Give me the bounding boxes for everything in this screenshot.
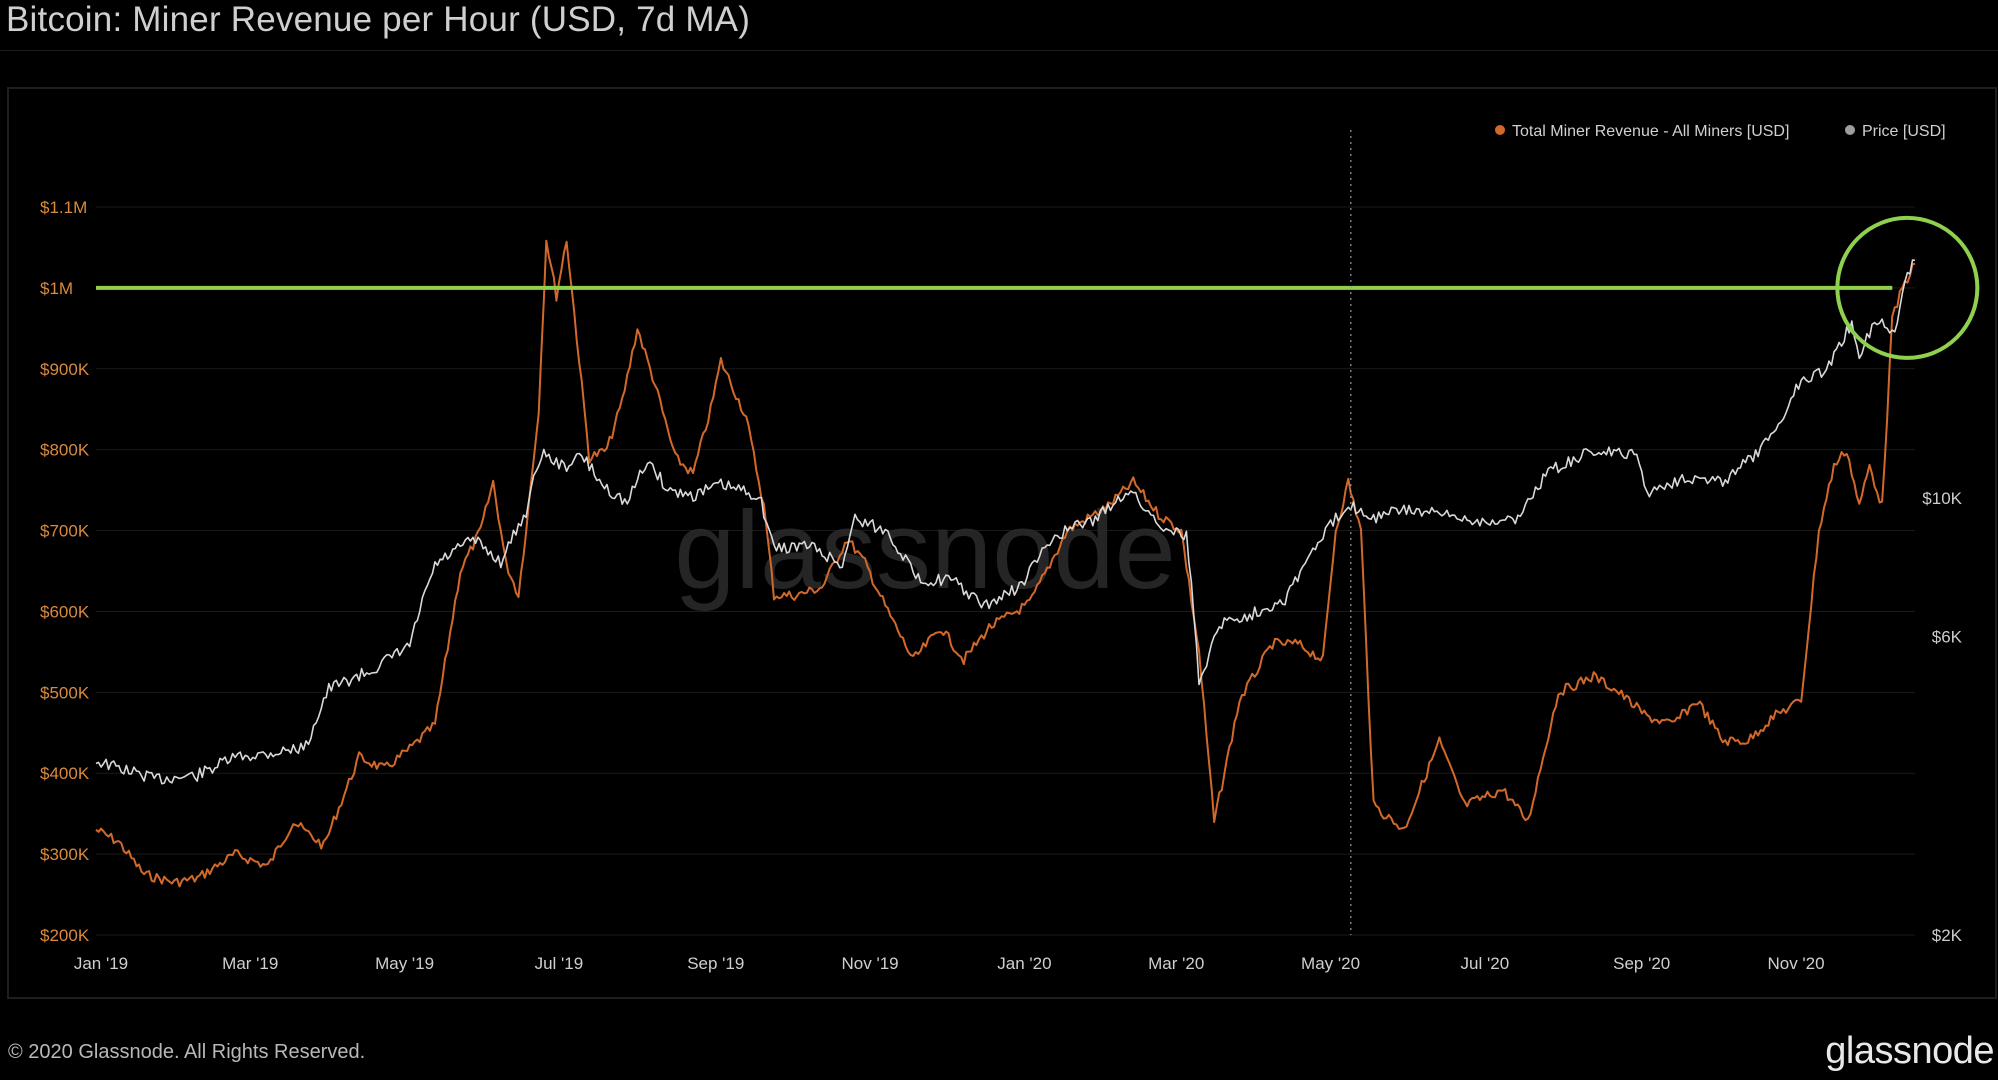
y-left-tick-label: $400K — [40, 764, 90, 783]
legend-item-revenue[interactable]: Total Miner Revenue - All Miners [USD] — [1495, 123, 1789, 140]
x-tick-label: Nov '19 — [842, 954, 899, 973]
highlight-circle — [1835, 215, 1980, 360]
y-left-tick-label: $600K — [40, 602, 90, 621]
y-right-tick-label: $6K — [1932, 628, 1963, 647]
watermark: glassnode — [674, 489, 1176, 612]
brand-logo[interactable]: glassnode — [1825, 1030, 1994, 1072]
x-tick-label: Jul '19 — [535, 954, 584, 973]
x-tick-label: May '19 — [375, 954, 434, 973]
x-tick-label: Jul '20 — [1461, 954, 1510, 973]
legend-label: Total Miner Revenue - All Miners [USD] — [1512, 123, 1789, 140]
y-right-tick-label: $2K — [1932, 926, 1963, 945]
y-left-tick-label: $200K — [40, 926, 90, 945]
price-series-line[interactable] — [95, 259, 1916, 785]
copyright-text: © 2020 Glassnode. All Rights Reserved. — [8, 1041, 366, 1063]
y-axis-left: $200K $300K $400K $500K $600K $700K $800K $900K… — [40, 198, 90, 945]
y-left-tick-label: $700K — [40, 522, 90, 541]
x-tick-label: Mar '20 — [1148, 954, 1204, 973]
x-tick-label: Mar '19 — [222, 954, 278, 973]
legend-label: Price [USD] — [1862, 123, 1946, 140]
x-tick-label: Sep '19 — [687, 954, 744, 973]
chart-title: Bitcoin: Miner Revenue per Hour (USD, 7d… — [6, 0, 751, 39]
title-divider — [0, 50, 1998, 51]
plot-border — [7, 87, 1997, 999]
x-tick-label: Jan '20 — [997, 954, 1051, 973]
y-left-tick-label: $1M — [40, 279, 73, 298]
legend-marker — [1845, 125, 1855, 135]
y-right-tick-label: $10K — [1922, 489, 1962, 508]
y-left-tick-label: $900K — [40, 360, 90, 379]
y-left-tick-label: $1.1M — [40, 198, 87, 217]
x-tick-label: Nov '20 — [1767, 954, 1824, 973]
x-tick-label: Sep '20 — [1613, 954, 1670, 973]
legend-item-price[interactable]: Price [USD] — [1845, 123, 1946, 140]
legend-marker — [1495, 125, 1505, 135]
annotation-layer — [96, 130, 1980, 935]
legend[interactable]: Total Miner Revenue - All Miners [USD] Pr… — [1495, 123, 1946, 140]
y-axis-right: $2K $6K $10K — [1922, 489, 1962, 945]
y-left-tick-label: $800K — [40, 441, 90, 460]
y-left-tick-label: $500K — [40, 683, 90, 702]
y-left-tick-label: $300K — [40, 845, 90, 864]
x-axis: Jan '19 Mar '19 May '19 Jul '19 Sep '19 Nov '… — [74, 954, 1825, 973]
x-tick-label: Jan '19 — [74, 954, 128, 973]
series-layer — [95, 239, 1916, 888]
x-tick-label: May '20 — [1301, 954, 1360, 973]
revenue-series-line[interactable] — [95, 239, 1916, 888]
